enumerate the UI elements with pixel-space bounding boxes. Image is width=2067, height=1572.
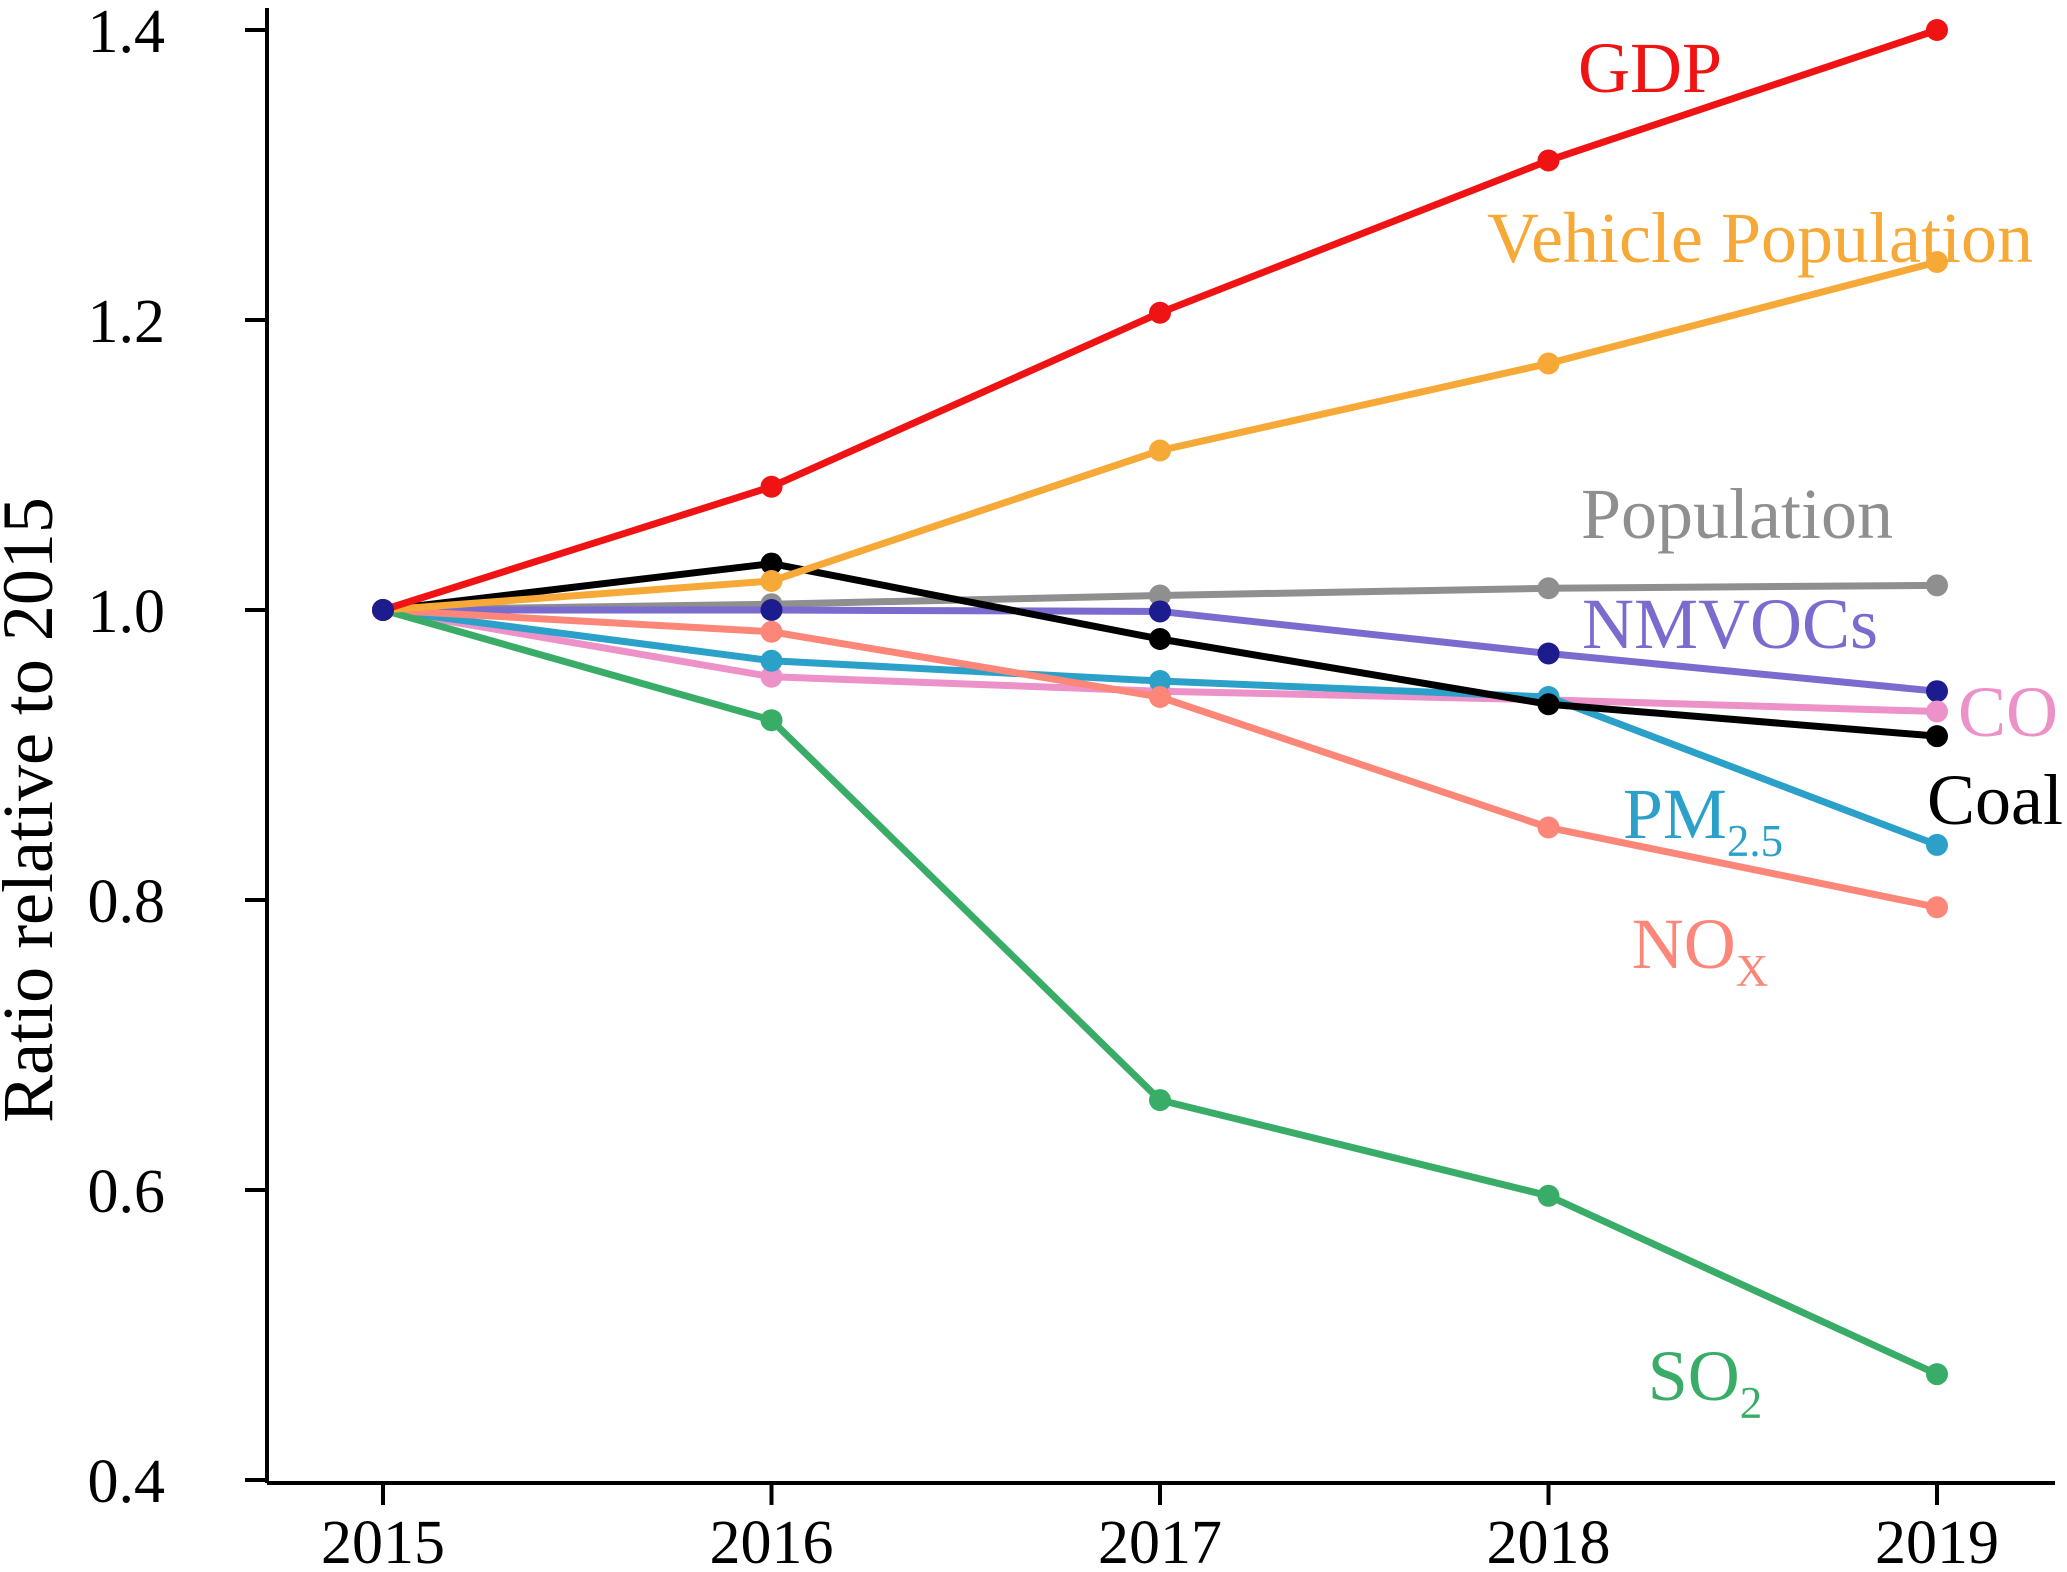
series-marker-coal [1149,628,1171,650]
origin-marker [372,599,394,621]
series-label-part: 2 [1740,1378,1763,1428]
series-marker-co [760,665,783,688]
series-label-nmvocs: NMVOCs [1582,584,1878,664]
series-label-part: Population [1581,474,1893,554]
series-marker-nmvocs [760,599,783,621]
series-label-part: PM [1623,774,1727,854]
series-marker-nox [760,620,783,643]
series-marker-nox [1537,816,1560,839]
series-label-pm2-5: PM2.5 [1623,774,1783,866]
series-marker-pm2-5 [1149,670,1171,693]
series-marker-nmvocs [1149,600,1171,623]
series-label-part: GDP [1578,28,1722,108]
x-tick-label: 2015 [321,1509,445,1572]
series-label-part: SO [1648,1336,1740,1416]
y-tick-label: 1.2 [88,288,166,356]
series-label-vehicle-population: Vehicle Population [1487,198,2033,278]
series-marker-coal [760,552,783,575]
series-label-so2: SO2 [1648,1336,1763,1428]
series-label-co: CO [1958,672,2058,752]
series-marker-vehicle-population [1926,251,1948,273]
series-label-gdp: GDP [1578,28,1722,108]
series-marker-gdp [1149,301,1171,324]
x-tick-label: 2019 [1875,1509,1999,1572]
series-marker-gdp [760,475,783,498]
series-label-nox: NOX [1632,904,1769,996]
series-label-part: NMVOCs [1582,584,1878,664]
series-marker-nmvocs [1926,680,1948,703]
series-marker-so2 [1537,1184,1560,1207]
series-marker-so2 [1926,1363,1948,1386]
series-marker-co [1926,700,1948,723]
series-marker-vehicle-population [760,570,783,592]
y-axis-title: Ratio relative to 2015 [0,497,68,1123]
series-marker-so2 [760,709,783,732]
series-marker-coal [1537,693,1560,716]
x-tick-label: 2017 [1098,1509,1222,1572]
x-tick-label: 2018 [1487,1509,1611,1572]
series-label-part: NO [1632,904,1736,984]
series-label-part: 2.5 [1727,816,1783,866]
y-tick-label: 1.0 [88,578,166,646]
y-tick-label: 0.4 [88,1448,166,1516]
y-tick-label: 1.4 [88,0,166,66]
series-label-part: Vehicle Population [1487,198,2033,278]
series-marker-nox [1149,686,1171,708]
y-tick-label: 0.8 [88,868,166,936]
series-line-so2 [379,606,1941,1378]
x-tick-label: 2016 [710,1509,834,1572]
y-tick-label: 0.6 [88,1158,166,1226]
series-marker-vehicle-population [1537,352,1560,375]
series-marker-vehicle-population [1149,439,1171,462]
series-marker-gdp [1537,149,1560,172]
series-marker-so2 [1149,1089,1171,1112]
series-marker-pm2-5 [760,649,783,672]
series-marker-population [1926,574,1948,597]
series-marker-population [1537,577,1560,600]
series-marker-coal [1926,725,1948,748]
series-marker-pm2-5 [1926,833,1948,856]
series-marker-population [1149,584,1171,607]
series-marker-nox [1926,896,1948,919]
series-marker-nmvocs [1537,642,1560,665]
series-label-population: Population [1581,474,1893,554]
series-label-part: X [1736,946,1769,996]
series-marker-gdp [1926,19,1948,41]
series-label-part: Coal [1927,760,2063,840]
series-label-coal: Coal [1927,760,2063,840]
series-label-part: CO [1958,672,2058,752]
